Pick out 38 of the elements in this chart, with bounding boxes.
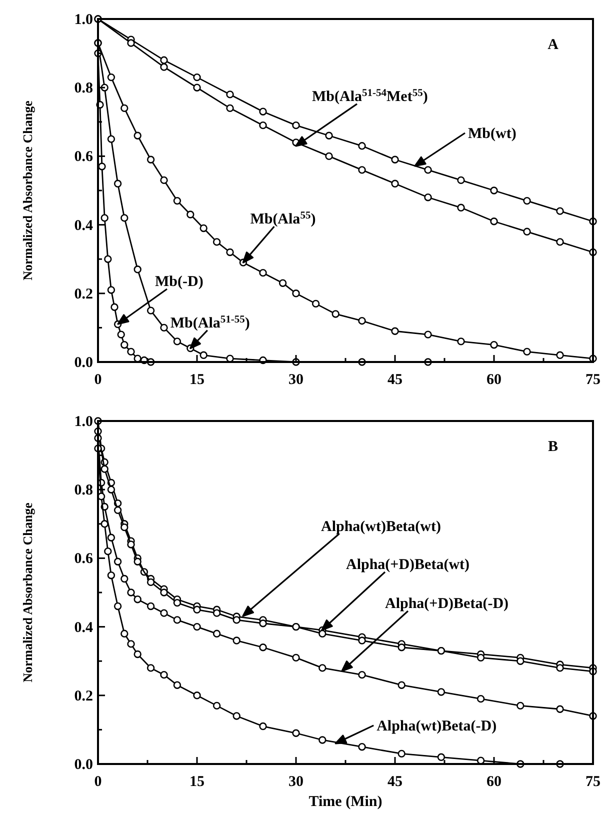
annotation: A [548,37,559,53]
annotation: B [548,439,558,455]
annotation: Alpha(wt)Beta(-D) [376,718,497,734]
annotation: Alpha(wt)Beta(wt) [321,519,441,535]
x-tick-label: 45 [388,774,402,790]
x-tick-label: 0 [94,372,102,388]
y-tick-label: 0.6 [74,551,94,568]
y-tick-label: 0.2 [74,688,93,704]
y-tick-label: 0.2 [74,286,93,302]
annotation: Mb(-D) [155,274,204,290]
y-tick-label: 1.0 [74,414,93,430]
y-axis-title: Normalized Absorbance Change [20,502,35,682]
x-tick-label: 30 [288,372,304,388]
x-axis-title: Time (Min) [308,794,382,810]
x-tick-label: 75 [586,372,600,388]
annotation: Mb(wt) [468,126,516,142]
y-tick-label: 0.8 [74,482,93,499]
x-tick-label: 60 [486,774,502,790]
x-tick-label: 15 [190,372,204,388]
x-tick-label: 60 [486,372,502,388]
annotation: Mb(Ala$^{51-55}$) [170,314,250,332]
x-tick-label: 75 [586,774,600,790]
annotation: Mb(Ala$^{55}$) [250,210,316,228]
y-tick-label: 0.0 [74,757,93,773]
y-tick-label: 0.4 [74,620,94,636]
y-axis-title: Normalized Absorbance Change [20,100,35,280]
annotation: Alpha(+D)Beta(-D) [385,596,509,612]
y-tick-label: 0.8 [74,80,93,97]
x-tick-label: 0 [94,774,102,790]
y-tick-label: 0.6 [74,149,94,166]
x-tick-label: 15 [190,774,204,790]
y-tick-label: 0.0 [74,355,93,371]
annotation: Alpha(+D)Beta(wt) [346,557,470,573]
x-tick-label: 45 [388,372,402,388]
y-tick-label: 1.0 [74,12,93,28]
y-tick-label: 0.4 [74,218,94,234]
annotation: Mb(Ala$^{51-54}$Met$^{55}$) [312,87,428,105]
x-tick-label: 30 [288,774,304,790]
